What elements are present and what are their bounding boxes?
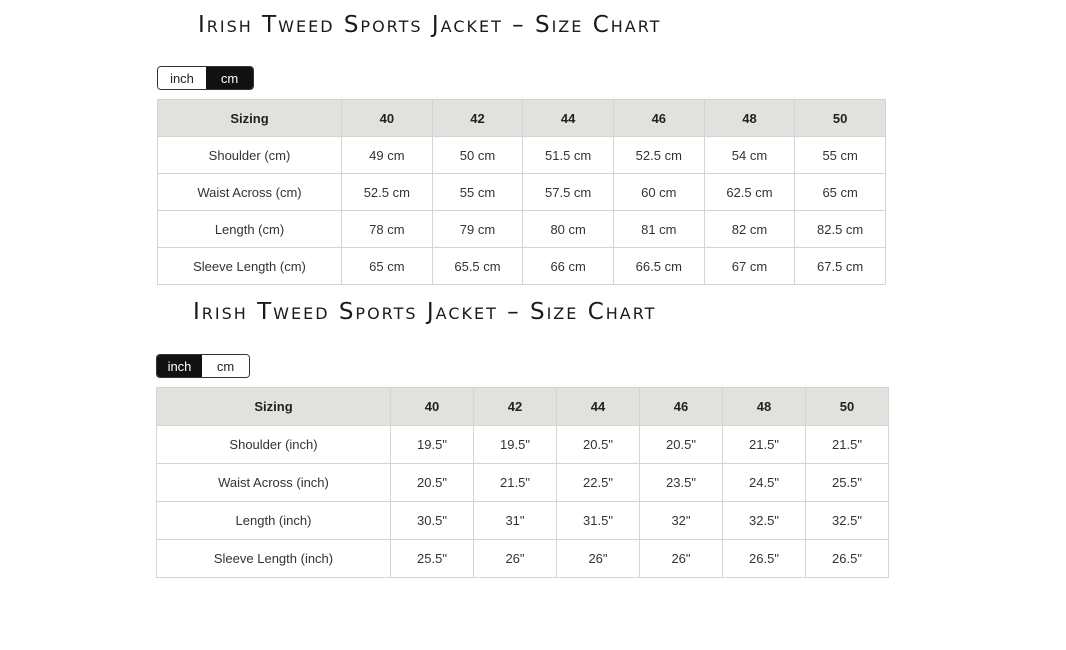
- measurement-value: 66 cm: [522, 247, 614, 285]
- table-row: Shoulder (inch) 19.5" 19.5" 20.5" 20.5" 21.5"…: [156, 425, 889, 464]
- measurement-value: 65 cm: [794, 173, 886, 211]
- measurement-value: 55 cm: [431, 173, 524, 211]
- measurement-value: 31": [473, 501, 557, 540]
- header-size: 42: [473, 387, 557, 426]
- header-row: Sizing 40 42 44 46 48 50: [156, 387, 889, 426]
- measurement-value: 19.5": [473, 425, 557, 464]
- table-row: Length (cm) 78 cm 79 cm 80 cm 81 cm 82 cm 82.5…: [157, 210, 886, 248]
- measurement-value: 67 cm: [703, 247, 796, 285]
- header-size: 50: [794, 99, 886, 137]
- header-sizing: Sizing: [157, 99, 342, 137]
- measurement-value: 20.5": [556, 425, 640, 464]
- size-table-inch: Sizing 40 42 44 46 48 50 Shoulder (inch) 19.5" 19…: [156, 387, 889, 578]
- header-size: 48: [703, 99, 796, 137]
- measurement-value: 21.5": [805, 425, 889, 464]
- header-size: 44: [556, 387, 640, 426]
- measurement-value: 25.5": [390, 539, 474, 578]
- table-row: Sleeve Length (inch) 25.5" 26" 26" 26" 26.5" 2…: [156, 539, 889, 578]
- measurement-label: Waist Across (cm): [157, 173, 342, 211]
- measurement-value: 31.5": [556, 501, 640, 540]
- unit-toggle: inch cm: [156, 354, 250, 378]
- measurement-value: 62.5 cm: [703, 173, 796, 211]
- header-size: 40: [390, 387, 474, 426]
- measurement-value: 32.5": [805, 501, 889, 540]
- unit-inch-button[interactable]: inch: [157, 355, 202, 377]
- measurement-value: 52.5 cm: [341, 173, 433, 211]
- measurement-value: 26": [556, 539, 640, 578]
- header-size: 50: [805, 387, 889, 426]
- unit-cm-button[interactable]: cm: [202, 355, 249, 377]
- measurement-value: 81 cm: [612, 210, 705, 248]
- header-size: 46: [639, 387, 723, 426]
- measurement-value: 60 cm: [612, 173, 705, 211]
- measurement-value: 22.5": [556, 463, 640, 502]
- measurement-value: 26": [639, 539, 723, 578]
- measurement-value: 32": [639, 501, 723, 540]
- header-size: 46: [612, 99, 705, 137]
- measurement-value: 21.5": [722, 425, 806, 464]
- measurement-value: 23.5": [639, 463, 723, 502]
- measurement-value: 55 cm: [794, 136, 886, 174]
- measurement-value: 51.5 cm: [522, 136, 614, 174]
- header-size: 48: [722, 387, 806, 426]
- measurement-value: 26": [473, 539, 557, 578]
- measurement-value: 54 cm: [703, 136, 796, 174]
- unit-inch-button[interactable]: inch: [158, 67, 206, 89]
- header-row: Sizing 40 42 44 46 48 50: [157, 99, 886, 137]
- measurement-label: Sleeve Length (cm): [157, 247, 342, 285]
- measurement-value: 32.5": [722, 501, 806, 540]
- measurement-value: 80 cm: [522, 210, 614, 248]
- chart-title: Irish Tweed Sports Jacket – Size Chart: [193, 299, 657, 325]
- table-row: Waist Across (cm) 52.5 cm 55 cm 57.5 cm 60 c…: [157, 173, 886, 211]
- measurement-value: 67.5 cm: [794, 247, 886, 285]
- size-table-cm: Sizing 40 42 44 46 48 50 Shoulder (cm) 49 cm 50 c…: [157, 99, 886, 285]
- measurement-value: 30.5": [390, 501, 474, 540]
- measurement-value: 57.5 cm: [522, 173, 614, 211]
- measurement-value: 49 cm: [341, 136, 433, 174]
- unit-toggle: inch cm: [157, 66, 254, 90]
- measurement-value: 50 cm: [431, 136, 524, 174]
- measurement-value: 79 cm: [431, 210, 524, 248]
- header-size: 44: [522, 99, 614, 137]
- measurement-value: 65.5 cm: [431, 247, 524, 285]
- chart-title: Irish Tweed Sports Jacket – Size Chart: [198, 12, 662, 38]
- measurement-value: 78 cm: [341, 210, 433, 248]
- header-sizing: Sizing: [156, 387, 391, 426]
- measurement-value: 19.5": [390, 425, 474, 464]
- measurement-label: Length (cm): [157, 210, 342, 248]
- measurement-value: 24.5": [722, 463, 806, 502]
- measurement-value: 26.5": [805, 539, 889, 578]
- header-size: 40: [341, 99, 433, 137]
- measurement-value: 82.5 cm: [794, 210, 886, 248]
- measurement-label: Sleeve Length (inch): [156, 539, 391, 578]
- measurement-value: 21.5": [473, 463, 557, 502]
- measurement-value: 52.5 cm: [612, 136, 705, 174]
- measurement-value: 26.5": [722, 539, 806, 578]
- table-row: Shoulder (cm) 49 cm 50 cm 51.5 cm 52.5 cm 54 …: [157, 136, 886, 174]
- measurement-label: Waist Across (inch): [156, 463, 391, 502]
- measurement-value: 20.5": [639, 425, 723, 464]
- header-size: 42: [431, 99, 524, 137]
- measurement-value: 25.5": [805, 463, 889, 502]
- measurement-value: 20.5": [390, 463, 474, 502]
- measurement-value: 66.5 cm: [612, 247, 705, 285]
- unit-cm-button[interactable]: cm: [206, 67, 253, 89]
- measurement-label: Shoulder (inch): [156, 425, 391, 464]
- table-row: Waist Across (inch) 20.5" 21.5" 22.5" 23.5" 2…: [156, 463, 889, 502]
- measurement-label: Shoulder (cm): [157, 136, 342, 174]
- table-row: Length (inch) 30.5" 31" 31.5" 32" 32.5" 32.5": [156, 501, 889, 540]
- measurement-value: 82 cm: [703, 210, 796, 248]
- table-row: Sleeve Length (cm) 65 cm 65.5 cm 66 cm 66.5 …: [157, 247, 886, 285]
- measurement-value: 65 cm: [341, 247, 433, 285]
- measurement-label: Length (inch): [156, 501, 391, 540]
